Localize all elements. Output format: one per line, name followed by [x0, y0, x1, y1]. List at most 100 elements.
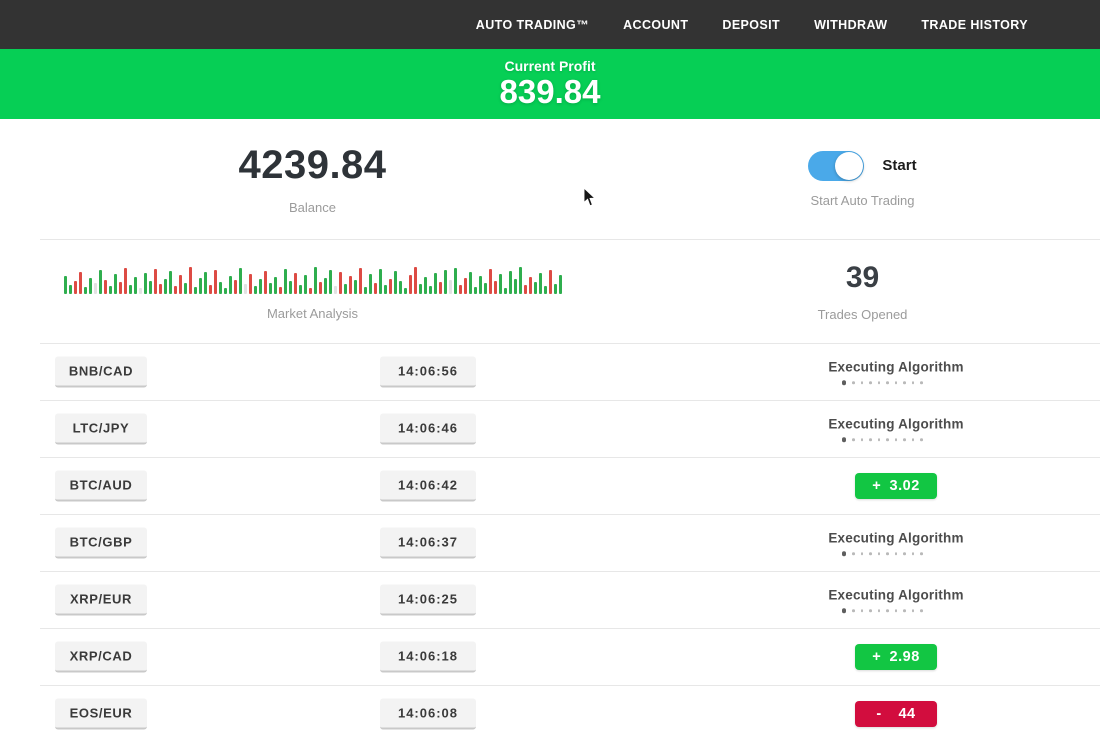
market-bar: [308, 288, 312, 294]
auto-trading-caption: Start Auto Trading: [810, 192, 915, 208]
market-bar: [138, 288, 142, 294]
pair-badge: XRP/EUR: [55, 584, 147, 616]
market-bar: [533, 282, 537, 294]
auto-trading-toggle[interactable]: [808, 150, 865, 181]
market-bar: [323, 278, 327, 294]
result-sign: +: [872, 478, 882, 494]
market-bar: [428, 286, 432, 294]
market-bar: [198, 278, 202, 294]
market-bar: [183, 283, 187, 294]
market-bar: [543, 286, 547, 294]
market-bar: [538, 273, 542, 294]
market-bar: [158, 284, 162, 294]
market-bar: [143, 273, 147, 294]
balance-value: 4239.84: [238, 143, 387, 187]
market-bar: [363, 287, 367, 294]
time-badge: 14:06:08: [380, 698, 476, 730]
pair-badge: LTC/JPY: [55, 413, 147, 445]
nav-item-trade-history[interactable]: TRADE HISTORY: [921, 17, 1028, 32]
current-profit-banner: Current Profit 839.84: [0, 49, 1100, 119]
market-bar: [443, 270, 447, 294]
progress-dots-icon: [774, 551, 990, 556]
progress-dots-icon: [774, 380, 990, 385]
market-bar: [163, 279, 167, 294]
balance-label: Balance: [289, 200, 336, 215]
time-badge: 14:06:46: [380, 413, 476, 445]
pair-badge: BTC/GBP: [55, 527, 147, 559]
market-bar: [148, 281, 152, 294]
market-bar: [73, 281, 77, 294]
pair-badge: XRP/CAD: [55, 641, 147, 673]
executing-status-text: Executing Algorithm: [828, 416, 964, 432]
market-bar: [193, 287, 197, 294]
market-bar: [368, 274, 372, 294]
market-bar: [358, 268, 362, 294]
nav-item-auto-trading[interactable]: AUTO TRADING™: [475, 17, 590, 32]
market-bar: [373, 283, 377, 294]
market-bar: [348, 276, 352, 294]
market-bar: [68, 285, 72, 294]
market-bar: [83, 287, 87, 294]
market-bar: [388, 279, 392, 294]
nav-item-deposit[interactable]: DEPOSIT: [722, 17, 781, 32]
market-bar: [328, 270, 332, 294]
market-bar: [468, 272, 472, 294]
result-value: 2.98: [889, 649, 920, 665]
market-bar: [553, 284, 557, 294]
trades-opened-value: 39: [845, 261, 880, 294]
market-bar: [213, 270, 217, 294]
market-bar: [353, 280, 357, 294]
market-bar: [268, 283, 272, 294]
market-bar: [273, 277, 277, 294]
toggle-knob-icon: [835, 151, 864, 180]
market-bar: [93, 283, 97, 294]
market-bar: [288, 281, 292, 294]
market-bar: [403, 288, 407, 294]
trade-status: Executing Algorithm: [788, 530, 1004, 556]
result-sign: -: [876, 706, 882, 722]
time-badge: 14:06:25: [380, 584, 476, 616]
market-bar: [258, 279, 262, 294]
market-bar: [208, 285, 212, 294]
market-bar: [218, 282, 222, 294]
stats-bottom-row: Market Analysis 39 Trades Opened: [0, 240, 1100, 343]
market-bar: [283, 269, 287, 294]
nav-item-account[interactable]: ACCOUNT: [623, 17, 689, 32]
market-bar: [488, 269, 492, 294]
market-bar: [513, 279, 517, 294]
progress-dots-icon: [774, 437, 990, 442]
market-bar: [248, 274, 252, 294]
market-bar: [413, 267, 417, 294]
market-bar: [243, 284, 247, 294]
market-bar: [518, 267, 522, 294]
market-bar: [293, 273, 297, 294]
executing-status-text: Executing Algorithm: [828, 587, 964, 603]
market-bar: [438, 282, 442, 294]
nav-item-withdraw[interactable]: WITHDRAW: [814, 17, 888, 32]
market-bar: [383, 285, 387, 294]
market-bar: [453, 268, 457, 294]
market-bar: [493, 281, 497, 294]
trade-status: Executing Algorithm: [788, 587, 1004, 613]
trade-status: - 44: [788, 701, 1004, 727]
market-bar: [558, 275, 562, 294]
market-bar: [298, 285, 302, 294]
executing-status-text: Executing Algorithm: [828, 359, 964, 375]
balance-block: 4239.84 Balance: [0, 119, 625, 239]
stats-top-row: 4239.84 Balance Start Start Auto Trading: [0, 119, 1100, 239]
progress-dots-icon: [774, 608, 990, 613]
market-bar: [253, 286, 257, 294]
market-bar: [128, 285, 132, 294]
time-badge: 14:06:18: [380, 641, 476, 673]
auto-trading-block: Start Start Auto Trading: [625, 119, 1100, 239]
market-bar: [338, 272, 342, 294]
market-bar: [88, 278, 92, 294]
trade-status: Executing Algorithm: [788, 416, 1004, 442]
market-bar: [448, 280, 452, 294]
table-row: BTC/GBP 14:06:37 Executing Algorithm: [0, 514, 1100, 571]
pair-badge: BNB/CAD: [55, 356, 147, 388]
market-bar: [233, 280, 237, 294]
market-bar: [263, 271, 267, 294]
pair-badge: EOS/EUR: [55, 698, 147, 730]
market-bar: [333, 286, 337, 294]
